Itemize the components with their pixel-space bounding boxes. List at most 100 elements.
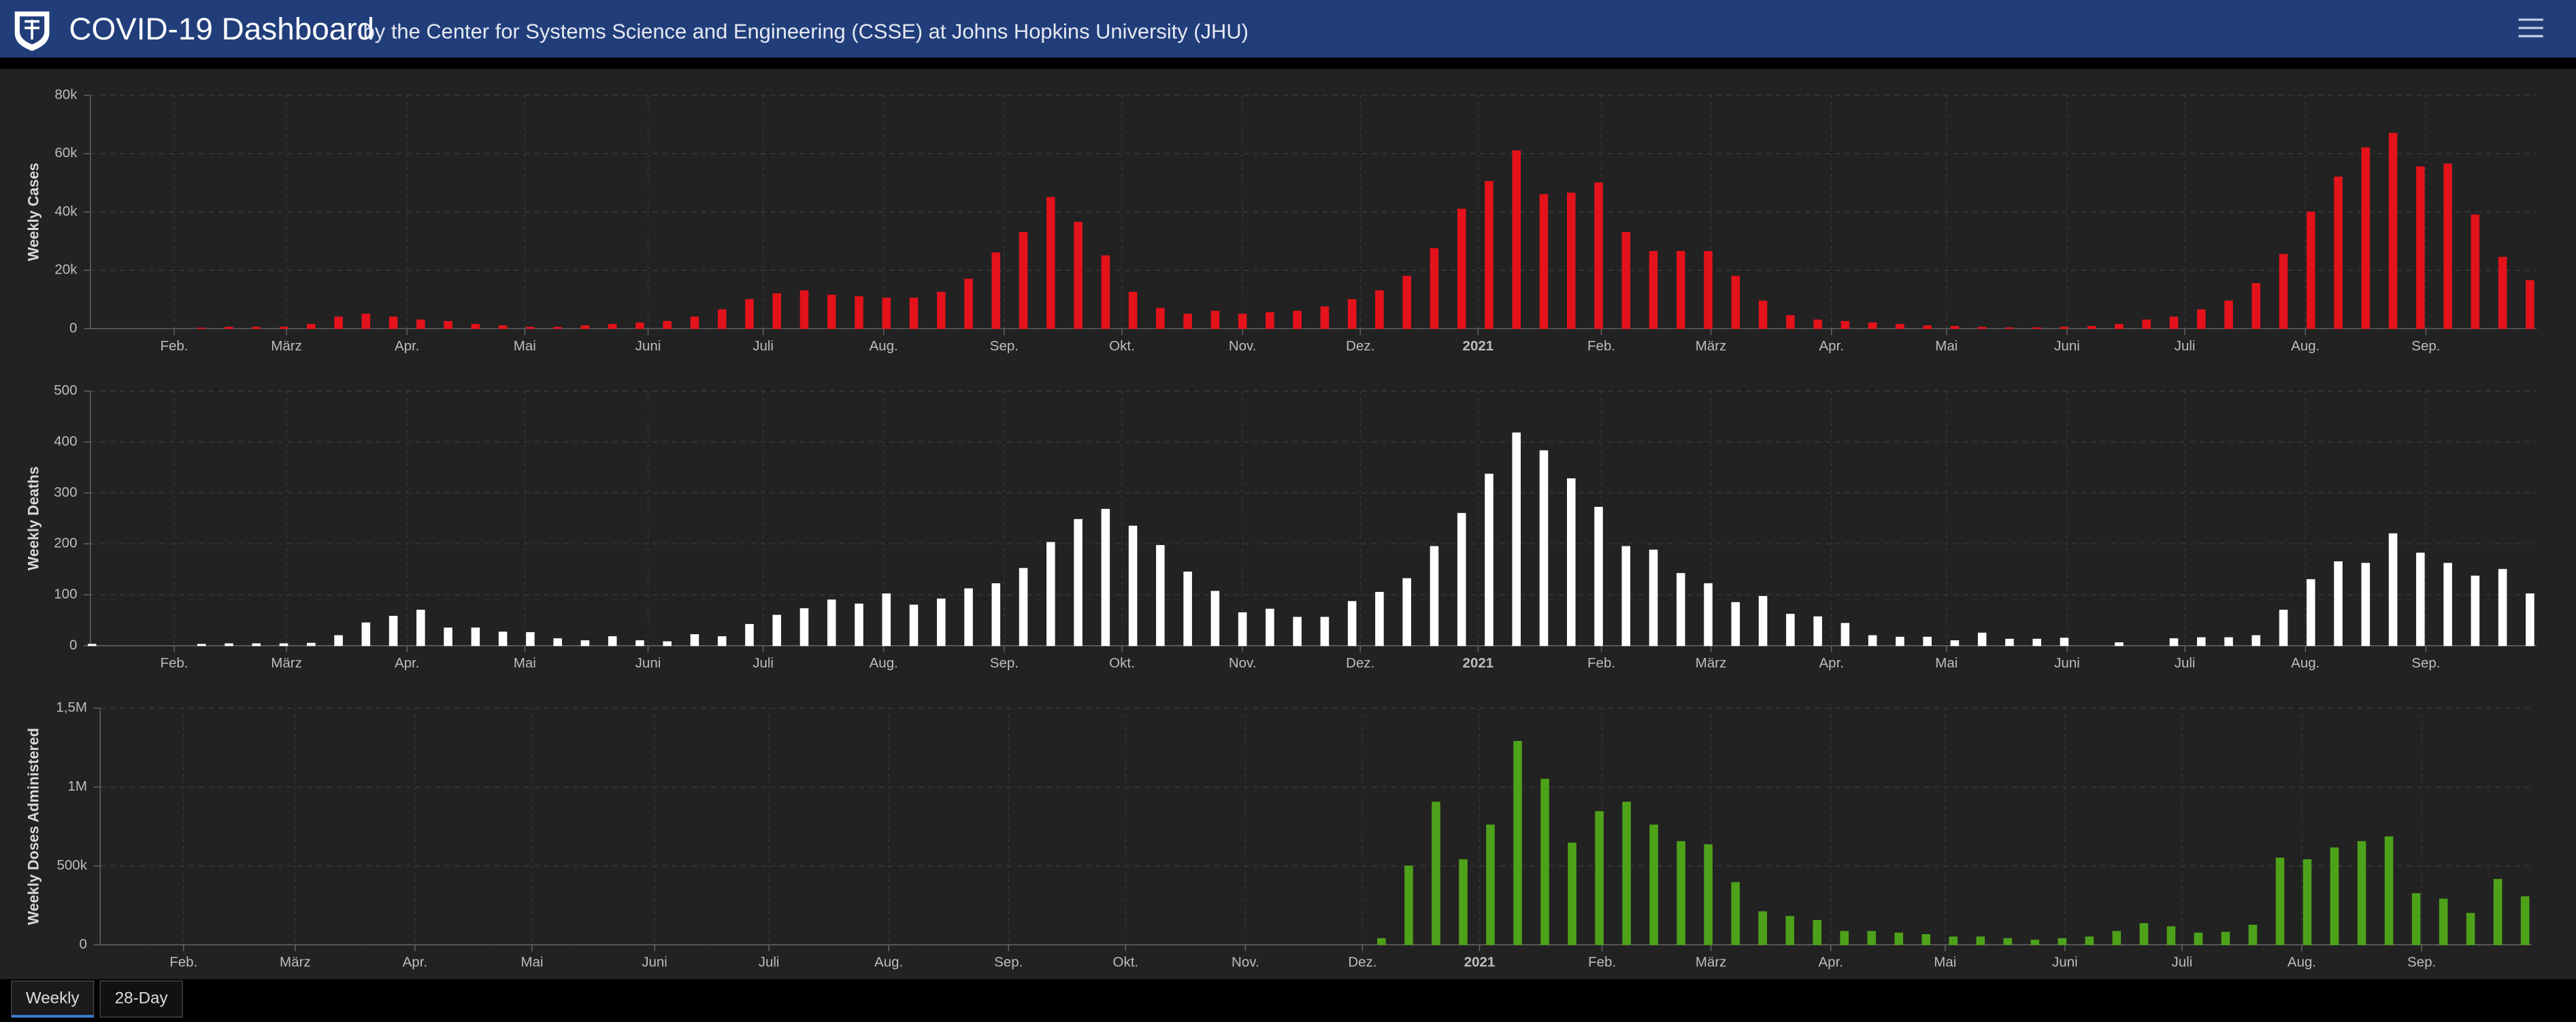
x-tick-label: Sep. xyxy=(2407,954,2436,970)
bar xyxy=(1238,612,1247,646)
bar xyxy=(1377,938,1386,945)
x-tick-label: Feb. xyxy=(160,655,188,671)
bar xyxy=(1758,595,1768,646)
tab-28-day[interactable] xyxy=(99,980,183,1018)
bar xyxy=(1513,740,1522,945)
x-tick-label: Apr. xyxy=(1818,954,1843,970)
x-tick-label: Apr. xyxy=(1819,338,1844,354)
bar xyxy=(1183,314,1192,329)
y-tick-label: 100 xyxy=(54,587,77,602)
bar xyxy=(279,643,288,646)
bar xyxy=(2498,257,2507,329)
bar xyxy=(1210,591,1220,646)
x-tick-label: Feb. xyxy=(160,338,188,354)
bar xyxy=(799,608,809,646)
bar xyxy=(1019,567,1028,646)
bar xyxy=(1402,276,1411,329)
menu-button[interactable] xyxy=(2518,18,2543,37)
y-tick-label: 1M xyxy=(67,778,86,794)
x-tick-label: Feb. xyxy=(1588,954,1616,970)
bar xyxy=(553,327,562,329)
bar xyxy=(2221,932,2230,945)
bar xyxy=(1375,591,1384,646)
bar xyxy=(197,644,206,646)
bar xyxy=(2471,214,2480,329)
bar xyxy=(2330,847,2339,945)
y-axis-title: Weekly Deaths xyxy=(24,466,42,570)
bar xyxy=(1074,518,1083,646)
bar xyxy=(1813,920,1822,945)
tab-label[interactable]: Weekly xyxy=(26,989,80,1008)
bar xyxy=(1566,478,1576,646)
bar xyxy=(772,293,782,329)
x-tick-label: Mai xyxy=(521,954,543,970)
bar xyxy=(1840,623,1850,646)
bar xyxy=(1595,811,1604,945)
bar xyxy=(307,324,316,329)
x-tick-label: Nov. xyxy=(1229,338,1257,354)
bar xyxy=(2279,254,2288,329)
bar xyxy=(1320,616,1330,646)
bar xyxy=(1896,324,1904,329)
bar xyxy=(855,604,863,646)
x-tick-label: März xyxy=(1696,338,1727,354)
bar xyxy=(307,642,316,646)
bar xyxy=(1896,636,1904,646)
bar xyxy=(444,627,452,646)
bar xyxy=(1649,824,1658,945)
bar xyxy=(1704,250,1713,329)
x-tick-label: 2021 xyxy=(1463,338,1494,354)
bar xyxy=(2361,147,2371,329)
y-tick-label: 500k xyxy=(56,857,87,873)
bar xyxy=(1539,194,1549,329)
bar xyxy=(2005,327,2014,329)
tab-weekly[interactable] xyxy=(11,980,95,1018)
x-tick-label: Juli xyxy=(753,655,774,671)
bar xyxy=(937,291,946,329)
x-tick-label: Apr. xyxy=(403,954,427,970)
bar xyxy=(2334,176,2343,329)
bar xyxy=(2087,326,2096,329)
bar xyxy=(964,588,973,646)
x-tick-label: Juni xyxy=(2054,338,2080,354)
bar xyxy=(2307,579,2315,646)
bar xyxy=(416,319,425,329)
x-tick-label: Okt. xyxy=(1109,338,1135,354)
x-tick-label: Feb. xyxy=(1587,655,1615,671)
bar xyxy=(827,295,836,329)
bar xyxy=(1457,208,1466,329)
bar xyxy=(2388,533,2398,646)
y-tick-label: 0 xyxy=(69,637,77,653)
x-tick-label: Apr. xyxy=(395,655,419,671)
bar xyxy=(2526,593,2534,646)
bar xyxy=(2279,610,2288,646)
x-tick-label: Aug. xyxy=(874,954,903,970)
bar xyxy=(2112,931,2121,945)
bar xyxy=(2166,926,2176,945)
x-tick-label: Sep. xyxy=(990,655,1019,671)
x-tick-label: Aug. xyxy=(870,338,898,354)
header-subtitle: by the Center for Systems Science and En… xyxy=(363,19,1249,43)
bar xyxy=(1704,583,1713,646)
bar xyxy=(1950,640,1960,646)
x-tick-label: Nov. xyxy=(1229,655,1257,671)
bar xyxy=(580,640,590,646)
bar xyxy=(1430,248,1439,329)
bar xyxy=(1868,322,1877,329)
x-tick-label: März xyxy=(1696,954,1727,970)
bar xyxy=(1156,545,1165,646)
bar xyxy=(334,316,343,329)
x-tick-label: März xyxy=(271,338,302,354)
bar xyxy=(772,614,782,646)
bar xyxy=(2443,163,2452,329)
bar xyxy=(663,641,672,646)
bar xyxy=(1704,844,1713,945)
bar xyxy=(1921,934,1931,945)
tab-label[interactable]: 28-Day xyxy=(115,989,169,1008)
bar xyxy=(2493,878,2503,945)
bar xyxy=(2224,300,2233,329)
bar xyxy=(1840,931,1849,945)
bar xyxy=(2115,324,2124,329)
y-tick-label: 500 xyxy=(54,382,77,398)
